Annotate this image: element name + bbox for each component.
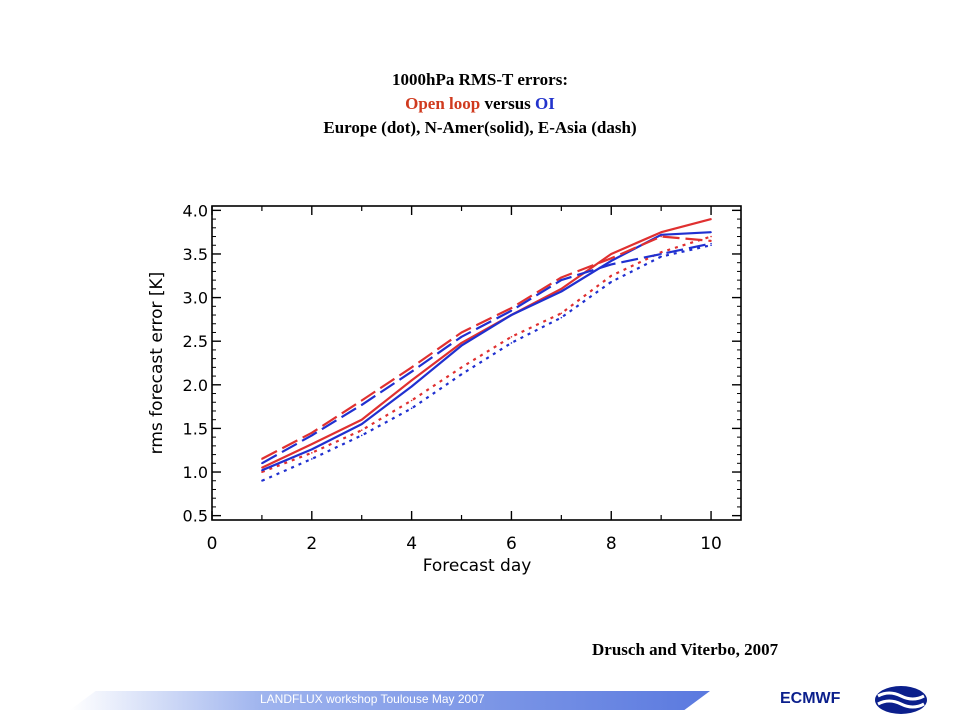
data-point-europe-oi bbox=[261, 479, 263, 482]
data-point-namer-open-loop bbox=[610, 253, 613, 255]
series-line-easia-oi bbox=[261, 242, 712, 465]
data-point-namer-oi bbox=[261, 469, 263, 472]
x-tick-label: 2 bbox=[306, 534, 317, 554]
data-point-namer-open-loop bbox=[460, 342, 463, 344]
data-point-europe-oi bbox=[660, 255, 662, 258]
data-point-europe-open-loop bbox=[311, 452, 313, 454]
data-point-easia-oi bbox=[510, 309, 513, 312]
series-line-easia-open-loop bbox=[261, 235, 712, 460]
data-point-europe-oi bbox=[560, 316, 563, 319]
data-point-namer-open-loop bbox=[710, 218, 712, 220]
data-point-namer-open-loop bbox=[560, 288, 563, 290]
data-point-namer-oi bbox=[610, 260, 613, 262]
series-line-europe-oi bbox=[261, 244, 712, 482]
axes bbox=[211, 205, 742, 521]
data-point-easia-open-loop bbox=[560, 276, 563, 279]
data-point-easia-open-loop bbox=[311, 431, 313, 434]
data-point-europe-open-loop bbox=[660, 251, 662, 254]
open-loop-label: Open loop bbox=[405, 94, 481, 113]
data-point-easia-oi bbox=[360, 404, 363, 406]
data-point-europe-oi bbox=[410, 407, 413, 410]
y-tick-label: 1.5 bbox=[183, 419, 208, 438]
data-point-europe-oi bbox=[360, 434, 363, 437]
series-line-namer-open-loop bbox=[261, 218, 712, 469]
data-point-europe-open-loop bbox=[710, 235, 712, 238]
data-point-namer-open-loop bbox=[261, 466, 263, 469]
x-tick-label: 4 bbox=[406, 534, 417, 554]
x-tick-label: 8 bbox=[606, 534, 617, 554]
data-point-easia-oi bbox=[460, 336, 463, 338]
data-point-europe-oi bbox=[311, 458, 313, 460]
x-tick-label: 10 bbox=[700, 534, 722, 554]
data-point-easia-oi bbox=[311, 434, 313, 437]
footer-workshop-text: LANDFLUX workshop Toulouse May 2007 bbox=[260, 692, 485, 706]
y-tick-label: 3.5 bbox=[183, 245, 208, 264]
y-tick-label: 1.0 bbox=[183, 463, 208, 482]
y-axis-label: rms forecast error [K] bbox=[147, 272, 167, 455]
data-point-easia-oi bbox=[410, 370, 413, 373]
data-point-namer-open-loop bbox=[311, 443, 313, 445]
data-point-europe-open-loop bbox=[360, 429, 363, 431]
series-group bbox=[261, 218, 712, 482]
data-point-namer-open-loop bbox=[410, 379, 413, 382]
data-point-easia-open-loop bbox=[360, 399, 363, 402]
data-point-easia-open-loop bbox=[261, 458, 263, 460]
data-point-namer-oi bbox=[311, 448, 313, 451]
y-tick-label: 2.5 bbox=[183, 332, 208, 351]
data-point-namer-oi bbox=[510, 314, 513, 316]
y-tick-label: 4.0 bbox=[183, 201, 208, 220]
y-tick-label: 3.0 bbox=[183, 289, 208, 308]
data-point-easia-oi bbox=[660, 253, 662, 255]
versus-label: versus bbox=[480, 94, 536, 113]
data-point-namer-oi bbox=[460, 344, 463, 347]
series-line-namer-oi bbox=[261, 231, 712, 472]
series-line-europe-open-loop bbox=[261, 235, 712, 474]
data-point-easia-open-loop bbox=[460, 331, 463, 334]
data-point-europe-open-loop bbox=[560, 312, 563, 315]
data-point-namer-oi bbox=[660, 233, 662, 236]
oi-label: OI bbox=[535, 94, 555, 113]
data-point-easia-open-loop bbox=[510, 307, 513, 309]
data-point-europe-oi bbox=[510, 342, 513, 344]
data-point-namer-open-loop bbox=[360, 418, 363, 421]
data-point-easia-oi bbox=[261, 462, 263, 465]
y-tick-label: 0.5 bbox=[183, 507, 208, 526]
x-tick-label: 6 bbox=[506, 534, 517, 554]
ecmwf-logo-icon bbox=[875, 686, 927, 714]
data-point-europe-oi bbox=[460, 373, 463, 376]
data-point-namer-oi bbox=[410, 385, 413, 388]
data-point-easia-open-loop bbox=[410, 366, 413, 369]
data-point-namer-oi bbox=[360, 423, 363, 425]
data-point-namer-oi bbox=[710, 231, 712, 233]
data-point-europe-open-loop bbox=[261, 471, 263, 473]
data-point-easia-open-loop bbox=[660, 235, 662, 238]
data-point-namer-oi bbox=[560, 290, 563, 293]
chart-title-block: 1000hPa RMS-T errors: Open loop versus O… bbox=[0, 68, 960, 140]
data-point-europe-open-loop bbox=[610, 274, 613, 277]
tick-labels: 0 2 4 6 8 10 0.5 1.0 1.5 2.0 2.5 3.0 3.5 4.0 Forecast … bbox=[147, 201, 722, 576]
data-point-europe-open-loop bbox=[410, 399, 413, 402]
plot-frame bbox=[211, 205, 742, 521]
ecmwf-wordmark: ECMWF bbox=[780, 690, 841, 707]
chart-title-line2: Open loop versus OI bbox=[0, 92, 960, 116]
data-point-easia-open-loop bbox=[710, 240, 712, 242]
x-tick-label: 0 bbox=[207, 534, 218, 554]
data-point-europe-oi bbox=[610, 281, 613, 283]
data-point-namer-open-loop bbox=[660, 231, 662, 233]
data-point-europe-open-loop bbox=[460, 366, 463, 369]
data-point-europe-open-loop bbox=[510, 336, 513, 338]
chart-title-line1: 1000hPa RMS-T errors: bbox=[392, 70, 568, 89]
data-point-easia-oi bbox=[560, 279, 563, 281]
data-point-easia-open-loop bbox=[610, 257, 613, 260]
x-axis-label: Forecast day bbox=[423, 556, 532, 576]
y-tick-label: 2.0 bbox=[183, 376, 208, 395]
data-point-easia-oi bbox=[710, 242, 712, 245]
citation: Drusch and Viterbo, 2007 bbox=[592, 640, 779, 659]
footer-band bbox=[70, 691, 710, 710]
data-point-europe-oi bbox=[710, 244, 712, 247]
data-point-easia-oi bbox=[610, 263, 613, 266]
chart-title-line3: Europe (dot), N-Amer(solid), E-Asia (das… bbox=[323, 118, 637, 137]
